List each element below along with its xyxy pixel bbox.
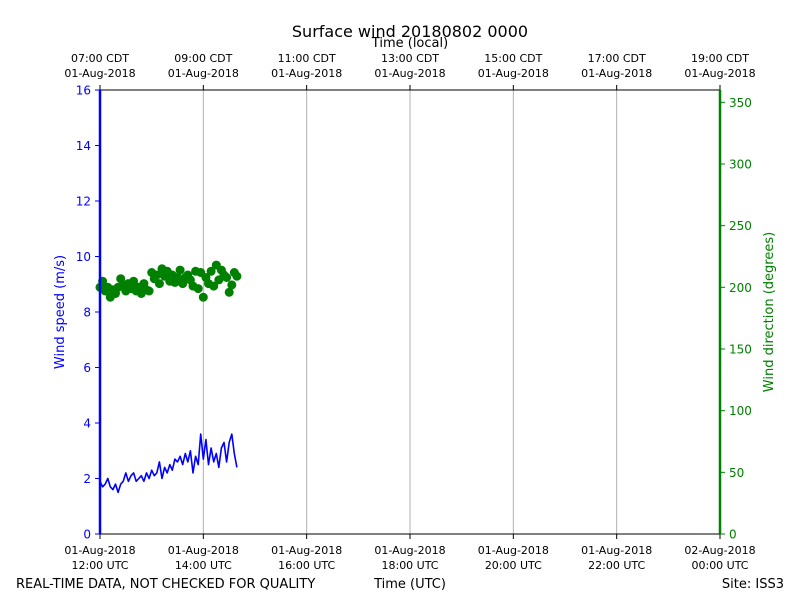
right-axis-title: Wind direction (degrees) xyxy=(762,232,777,392)
bottom-tick-date: 01-Aug-2018 xyxy=(374,544,445,557)
top-tick-date: 01-Aug-2018 xyxy=(374,67,445,80)
left-tick-label: 10 xyxy=(76,250,91,264)
left-axis-title: Wind speed (m/s) xyxy=(53,255,68,369)
right-tick-label: 100 xyxy=(729,404,752,418)
site-label: Site: ISS3 xyxy=(722,577,784,592)
right-tick-label: 200 xyxy=(729,281,752,295)
bottom-tick-time: 14:00 UTC xyxy=(175,559,232,572)
top-tick-date: 01-Aug-2018 xyxy=(64,67,135,80)
top-tick-time: 11:00 CDT xyxy=(278,52,336,65)
left-tick-label: 8 xyxy=(83,306,91,320)
right-tick-label: 150 xyxy=(729,343,752,357)
bottom-tick-date: 01-Aug-2018 xyxy=(478,544,549,557)
left-tick-label: 4 xyxy=(83,417,91,431)
top-tick-date: 01-Aug-2018 xyxy=(684,67,755,80)
bottom-tick-time: 12:00 UTC xyxy=(71,559,128,572)
top-tick-date: 01-Aug-2018 xyxy=(271,67,342,80)
top-axis-title: Time (local) xyxy=(371,36,448,51)
bottom-tick-time: 20:00 UTC xyxy=(485,559,542,572)
left-tick-label: 12 xyxy=(76,195,91,209)
top-tick-time: 09:00 CDT xyxy=(174,52,232,65)
wind-direction-point xyxy=(222,273,232,282)
wind-direction-point xyxy=(198,292,208,302)
chart-title: Surface wind 20180802 0000 xyxy=(292,22,528,41)
left-tick-label: 14 xyxy=(76,139,91,153)
wind-direction-point xyxy=(175,265,185,275)
top-tick-time: 07:00 CDT xyxy=(71,52,129,65)
wind-direction-point xyxy=(209,281,219,291)
bottom-tick-time: 00:00 UTC xyxy=(691,559,748,572)
bottom-tick-date: 01-Aug-2018 xyxy=(271,544,342,557)
top-tick-date: 01-Aug-2018 xyxy=(581,67,652,80)
wind-direction-point xyxy=(224,287,234,297)
bottom-tick-time: 16:00 UTC xyxy=(278,559,335,572)
wind-speed-line xyxy=(99,433,238,494)
right-tick-label: 250 xyxy=(729,219,752,233)
bottom-tick-date: 01-Aug-2018 xyxy=(64,544,135,557)
wind-direction-point xyxy=(129,276,139,286)
right-tick-label: 0 xyxy=(729,528,737,542)
wind-direction-point xyxy=(232,271,242,281)
wind-direction-point xyxy=(152,270,162,280)
wind-direction-point xyxy=(144,286,154,296)
top-tick-time: 17:00 CDT xyxy=(588,52,646,65)
wind-direction-point xyxy=(173,273,182,282)
wind-direction-point xyxy=(154,279,164,289)
bottom-tick-time: 22:00 UTC xyxy=(588,559,645,572)
left-tick-label: 6 xyxy=(83,361,91,375)
wind-direction-point xyxy=(227,280,237,290)
axis-ticks: 01-Aug-2018 12:00 UTC 01-Aug-2018 14:00 UTC… xyxy=(64,52,755,572)
left-tick-label: 0 xyxy=(83,528,91,542)
wind-direction-point xyxy=(193,284,203,294)
bottom-axis-title: Time (UTC) xyxy=(373,577,446,592)
top-tick-time: 19:00 CDT xyxy=(691,52,749,65)
left-tick-label: 16 xyxy=(76,84,91,98)
quality-disclaimer: REAL-TIME DATA, NOT CHECKED FOR QUALITY xyxy=(16,577,315,592)
top-tick-time: 15:00 CDT xyxy=(484,52,542,65)
top-tick-date: 01-Aug-2018 xyxy=(168,67,239,80)
bottom-tick-time: 18:00 UTC xyxy=(381,559,438,572)
right-tick-label: 50 xyxy=(729,466,744,480)
right-tick-label: 350 xyxy=(729,96,752,110)
left-tick-label: 2 xyxy=(83,472,91,486)
bottom-tick-date: 01-Aug-2018 xyxy=(581,544,652,557)
top-tick-time: 13:00 CDT xyxy=(381,52,439,65)
grid-lines xyxy=(202,90,618,534)
top-tick-date: 01-Aug-2018 xyxy=(478,67,549,80)
bottom-tick-date: 01-Aug-2018 xyxy=(168,544,239,557)
bottom-tick-date: 02-Aug-2018 xyxy=(684,544,755,557)
wind-direction-point xyxy=(206,266,216,276)
right-tick-label: 300 xyxy=(729,158,752,172)
